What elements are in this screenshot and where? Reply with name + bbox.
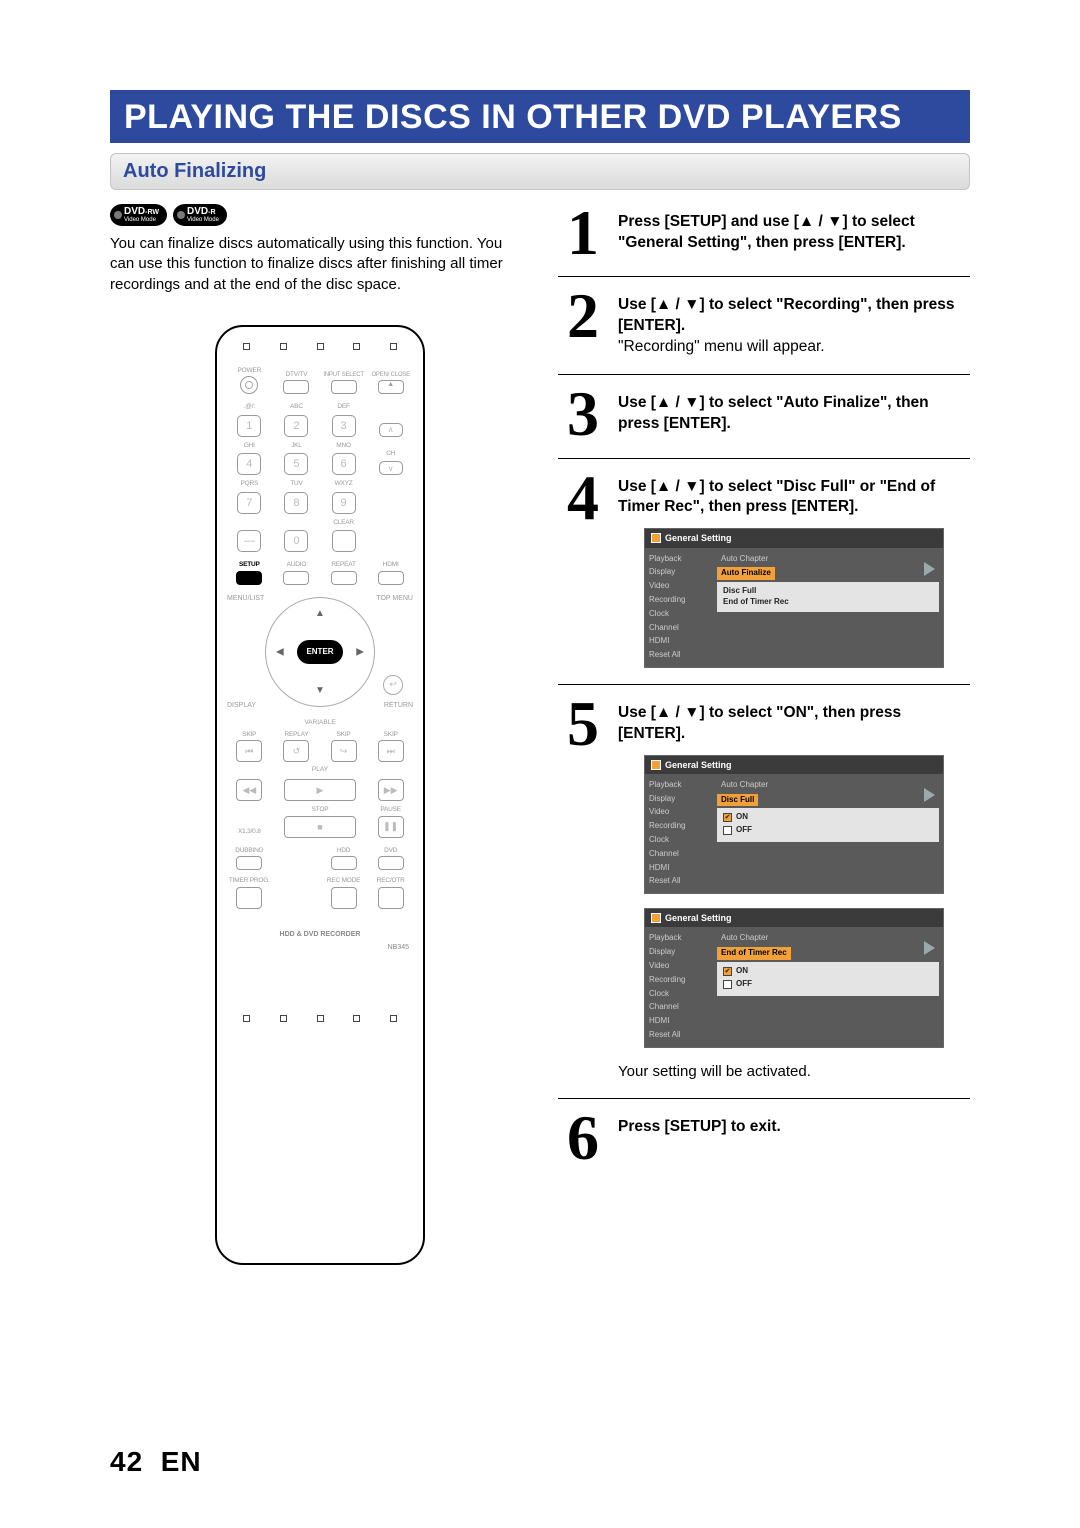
- step-number: 6: [558, 1111, 608, 1165]
- step-text: Press [SETUP] and use [▲ / ▼] to select …: [618, 213, 915, 251]
- intro-text: You can finalize discs automatically usi…: [110, 234, 530, 295]
- page-footer: 42 EN: [110, 1446, 202, 1478]
- step-2: 2 Use [▲ / ▼] to select "Recording", the…: [558, 287, 970, 375]
- dvd-rw-badge: DVD-RW Video Mode: [110, 204, 167, 226]
- page-title: PLAYING THE DISCS IN OTHER DVD PLAYERS: [110, 90, 970, 143]
- badge-top: DVD: [124, 206, 145, 217]
- step-text: Use [▲ / ▼] to select "Recording", then …: [618, 296, 955, 334]
- step-number: 5: [558, 697, 608, 1082]
- dvd-r-badge: DVD-R Video Mode: [173, 204, 227, 226]
- left-column: DVD-RW Video Mode DVD-R Video Mode You c…: [110, 204, 530, 1265]
- step-text: Use [▲ / ▼] to select "Disc Full" or "En…: [618, 478, 935, 516]
- badge-sub: Video Mode: [124, 217, 159, 223]
- step-number: 2: [558, 289, 608, 358]
- step-number: 4: [558, 471, 608, 668]
- section-heading: Auto Finalizing: [110, 153, 970, 190]
- play-arrow-icon: [924, 562, 935, 576]
- step-number: 3: [558, 387, 608, 441]
- step-5: 5 Use [▲ / ▼] to select "ON", then press…: [558, 695, 970, 1099]
- nav-ring: ▲ ▼ ◀ ▶ ENTER: [265, 597, 375, 707]
- badge-top: DVD: [187, 206, 208, 217]
- page-number: 42: [110, 1446, 143, 1477]
- step-text: Use [▲ / ▼] to select "ON", then press […: [618, 704, 901, 742]
- disc-badges: DVD-RW Video Mode DVD-R Video Mode: [110, 204, 530, 226]
- badge-sub: Video Mode: [187, 217, 219, 223]
- gear-icon: [651, 533, 661, 543]
- menu-screenshot-5b: General Setting Playback Display Video R…: [644, 908, 944, 1048]
- remote-illustration: POWER DTV/TV INPUT SELECT OPEN/ CLOSE▲ .…: [110, 325, 530, 1265]
- right-column: 1 Press [SETUP] and use [▲ / ▼] to selec…: [558, 204, 970, 1265]
- gear-icon: [651, 760, 661, 770]
- play-arrow-icon: [924, 941, 935, 955]
- content-columns: DVD-RW Video Mode DVD-R Video Mode You c…: [110, 204, 970, 1265]
- remote-model: HDD & DVD RECORDER: [227, 931, 413, 938]
- step-3: 3 Use [▲ / ▼] to select "Auto Finalize",…: [558, 385, 970, 458]
- menu-screenshot-5a: General Setting Playback Display Video R…: [644, 755, 944, 895]
- step-6: 6 Press [SETUP] to exit.: [558, 1109, 970, 1181]
- enter-button-highlight: ENTER: [297, 640, 343, 664]
- step-5-result: Your setting will be activated.: [618, 1062, 970, 1082]
- step-text: Press [SETUP] to exit.: [618, 1118, 781, 1135]
- step-note: "Recording" menu will appear.: [618, 338, 825, 355]
- step-4: 4 Use [▲ / ▼] to select "Disc Full" or "…: [558, 469, 970, 685]
- setup-button-highlight: [236, 571, 262, 585]
- step-text: Use [▲ / ▼] to select "Auto Finalize", t…: [618, 394, 929, 432]
- gear-icon: [651, 913, 661, 923]
- menu-screenshot-4: General Setting Playback Display Video R…: [644, 528, 944, 668]
- step-1: 1 Press [SETUP] and use [▲ / ▼] to selec…: [558, 204, 970, 277]
- play-arrow-icon: [924, 788, 935, 802]
- page-lang: EN: [161, 1446, 202, 1477]
- step-number: 1: [558, 206, 608, 260]
